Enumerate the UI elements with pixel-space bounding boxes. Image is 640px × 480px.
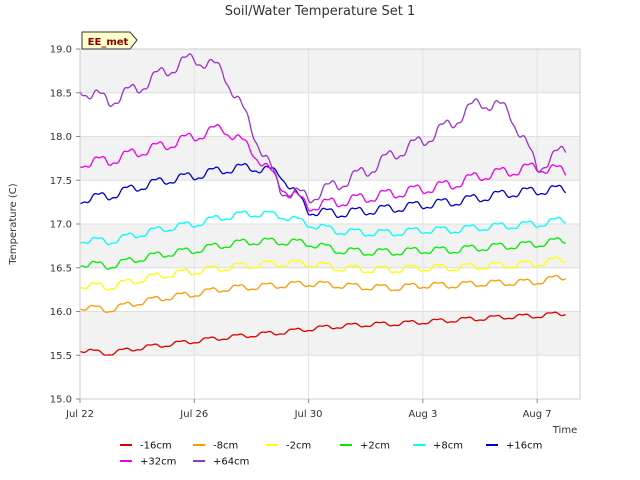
- grid-band: [80, 49, 580, 93]
- series-line: [79, 124, 567, 212]
- grid-band: [80, 136, 580, 181]
- series-line: [79, 311, 566, 356]
- series-line: [79, 237, 566, 270]
- badge-shape: [81, 31, 138, 50]
- series-line: [79, 163, 567, 219]
- legend-label: -16cm: [140, 441, 172, 452]
- x-axis-label: Time: [552, 425, 577, 436]
- y-tick-label: 18.5: [50, 88, 72, 99]
- series-layer: [79, 53, 567, 356]
- series-line: [79, 53, 567, 204]
- y-tick-label: 19.0: [50, 45, 72, 56]
- x-tick-label: Jul 30: [294, 409, 323, 420]
- legend-label: +64cm: [213, 457, 249, 468]
- x-tick-label: Aug 7: [523, 409, 552, 420]
- y-axis-label: Temperature (C): [8, 183, 19, 265]
- x-tick-label: Aug 3: [408, 409, 437, 420]
- legend-label: +2cm: [360, 441, 390, 452]
- y-axis-ticks: 15.0 15.5 16.0 16.5 17.0 17.5 18.0 18.5 19.0: [50, 45, 80, 406]
- legend-label: +8cm: [433, 441, 463, 452]
- series-line: [79, 256, 566, 291]
- y-tick-label: 16.0: [50, 307, 72, 318]
- y-tick-label: 15.5: [50, 351, 72, 362]
- x-axis-ticks: Jul 22 Jul 26 Jul 30 Aug 3 Aug 7: [65, 399, 552, 420]
- chart-title: Soil/Water Temperature Set 1: [225, 4, 416, 19]
- series-line: [80, 274, 566, 313]
- series-line: [79, 210, 566, 246]
- x-tick-label: Jul 22: [65, 409, 94, 420]
- y-tick-label: 18.0: [50, 132, 72, 143]
- legend-label: -2cm: [286, 441, 311, 452]
- x-tick-label: Jul 26: [179, 409, 208, 420]
- legend-label: +16cm: [506, 441, 542, 452]
- y-tick-label: 17.0: [50, 220, 72, 231]
- grid-band: [80, 311, 580, 356]
- y-tick-label: 15.0: [50, 395, 72, 406]
- legend-label: -8cm: [213, 441, 238, 452]
- y-tick-label: 16.5: [50, 263, 72, 274]
- station-badge: EE_met: [81, 31, 138, 50]
- badge-text: EE_met: [88, 37, 129, 48]
- legend: -16cm -8cm -2cm +2cm +8cm +16cm +32cm +64cm: [120, 441, 542, 468]
- y-tick-label: 17.5: [50, 176, 72, 187]
- legend-label: +32cm: [140, 457, 176, 468]
